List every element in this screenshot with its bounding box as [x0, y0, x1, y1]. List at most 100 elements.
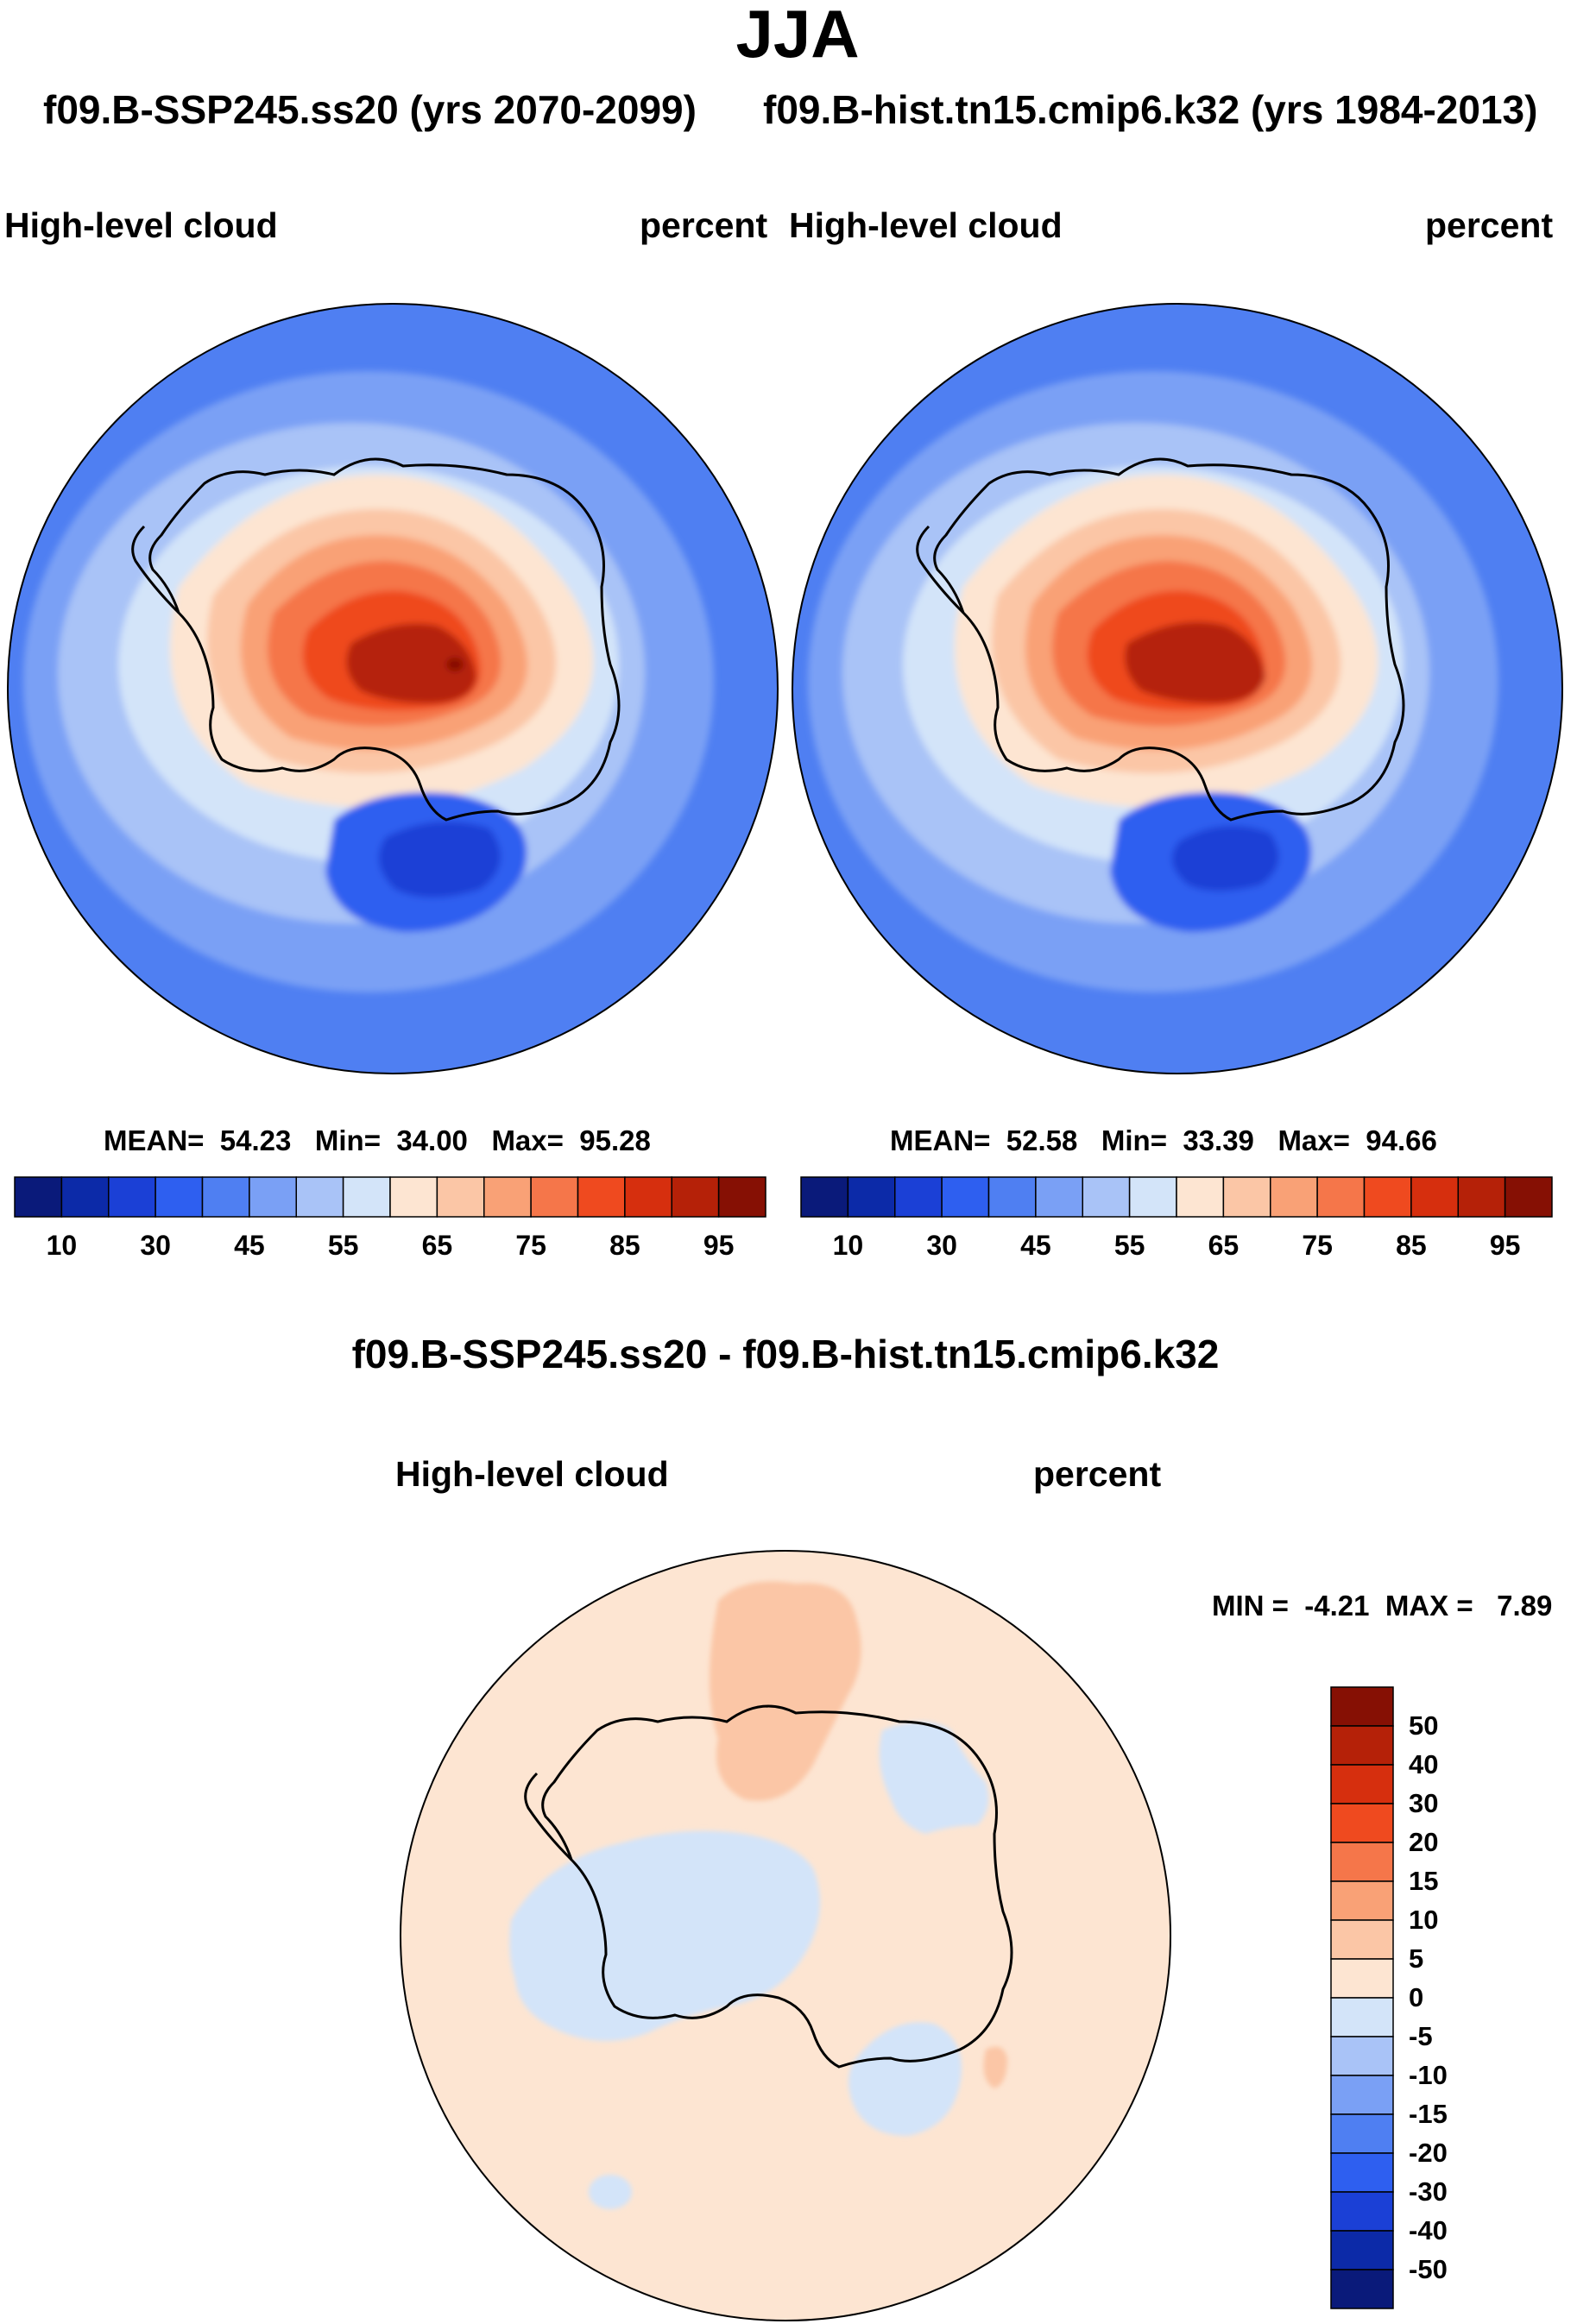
- colorbar-tick-label: 10: [46, 1230, 78, 1261]
- panel2-mean-value: 52.58: [1006, 1124, 1078, 1156]
- colorbar-tick-label: 75: [515, 1230, 546, 1261]
- colorbar-swatch: [1330, 1725, 1394, 1766]
- colorbar-swatch: [987, 1176, 1037, 1218]
- diff-min-label: MIN =: [1212, 1590, 1289, 1622]
- diff-negative-region-east: [879, 1722, 989, 1834]
- colorbar-swatch: [1504, 1176, 1553, 1218]
- colorbar-swatch: [1330, 2269, 1394, 2309]
- colorbar-tick-label: 15: [1409, 1866, 1439, 1896]
- colorbar-tick-label: -20: [1409, 2138, 1448, 2168]
- colorbar-swatch: [1330, 2036, 1394, 2076]
- colorbar-swatch: [108, 1176, 156, 1218]
- colorbar-tick-label: 30: [1409, 1788, 1439, 1818]
- panel1-min-label: Min=: [314, 1124, 381, 1156]
- colorbar-tick-label: -5: [1409, 2021, 1433, 2051]
- colorbar-swatch: [941, 1176, 990, 1218]
- colorbar-swatch: [1363, 1176, 1412, 1218]
- main-title: JJA: [735, 0, 860, 72]
- antarctica-coastline: [541, 1704, 1013, 2069]
- colorbar-swatch: [1176, 1176, 1225, 1218]
- colorbar-swatch: [1330, 1764, 1394, 1804]
- colorbar-tick-label: 45: [234, 1230, 265, 1261]
- colorbar-swatch: [894, 1176, 943, 1218]
- diff-units-label: percent: [1033, 1454, 1162, 1494]
- colorbar-tick-label: 55: [327, 1230, 359, 1261]
- colorbar-diff: [1330, 1686, 1394, 2309]
- colorbar-swatch: [1330, 2113, 1394, 2154]
- panel2-variable-label: High-level cloud: [789, 205, 1063, 245]
- panel2-min-value: 33.39: [1183, 1124, 1254, 1156]
- colorbar-tick-label: 65: [421, 1230, 453, 1261]
- colorbar-tick-label: 45: [1020, 1230, 1051, 1261]
- colorbar-tick-label: -15: [1409, 2099, 1448, 2129]
- colorbar-swatch: [1330, 1686, 1394, 1727]
- colorbar-swatch: [717, 1176, 766, 1218]
- colorbar-swatch: [1457, 1176, 1506, 1218]
- colorbar-tick-label: 30: [926, 1230, 957, 1261]
- colorbar-swatch: [1330, 1803, 1394, 1843]
- panel1-mean-value: 54.23: [219, 1124, 292, 1156]
- panel1-stats: MEAN= 54.23 Min= 34.00 Max= 95.28: [104, 1124, 651, 1157]
- low-cloud-ross-sea-core: [1172, 826, 1279, 891]
- diff-negative-region-small: [589, 2175, 632, 2209]
- panel2-max-label: Max=: [1277, 1124, 1350, 1156]
- panel1-min-value: 34.00: [396, 1124, 468, 1156]
- antarctica-coastline: [148, 457, 621, 822]
- diff-negative-region-south: [848, 2022, 962, 2136]
- colorbar-tick-label: 10: [1409, 1905, 1439, 1935]
- antarctic-peninsula: [131, 525, 180, 614]
- diff-positive-region-small: [983, 2046, 1007, 2088]
- colorbar-swatch: [1330, 2230, 1394, 2270]
- panel2-units-label: percent: [1425, 205, 1554, 245]
- colorbar-swatch: [483, 1176, 532, 1218]
- colorbar-panel1: [14, 1176, 766, 1218]
- panel1-max-label: Max=: [491, 1124, 564, 1156]
- map-border: [7, 303, 779, 1074]
- colorbar-tick-label: 10: [832, 1230, 864, 1261]
- colorbar-tick-label: 85: [1396, 1230, 1427, 1261]
- panel2-mean-label: MEAN=: [890, 1124, 991, 1156]
- map-diff: [400, 1550, 1171, 2321]
- colorbar-swatch: [1330, 1997, 1394, 2037]
- colorbar-tick-label: 30: [140, 1230, 171, 1261]
- panel1-units-label: percent: [640, 205, 768, 245]
- colorbar-tick-label: 95: [1489, 1230, 1521, 1261]
- colorbar-tick-label: 0: [1409, 1982, 1424, 2012]
- antarctic-peninsula: [524, 1772, 573, 1861]
- colorbar-tick-label: 50: [1409, 1710, 1439, 1741]
- colorbar-swatch: [1270, 1176, 1318, 1218]
- diff-variable-label: High-level cloud: [395, 1454, 669, 1494]
- panel2-stats: MEAN= 52.58 Min= 33.39 Max= 94.66: [890, 1124, 1437, 1157]
- antarctica-coastline: [933, 457, 1405, 822]
- colorbar-tick-label: 65: [1208, 1230, 1240, 1261]
- colorbar-swatch: [1128, 1176, 1177, 1218]
- panel1-max-value: 95.28: [579, 1124, 651, 1156]
- panel2-min-label: Min=: [1101, 1124, 1167, 1156]
- colorbar-swatch: [1330, 2152, 1394, 2193]
- colorbar-tick-label: 20: [1409, 1827, 1439, 1857]
- colorbar-swatch: [295, 1176, 344, 1218]
- low-cloud-ross-sea-core: [379, 822, 501, 897]
- colorbar-swatch: [1330, 2191, 1394, 2232]
- colorbar-swatch: [671, 1176, 720, 1218]
- cloud-band-90: [346, 623, 476, 703]
- colorbar-swatch: [1330, 1880, 1394, 1921]
- colorbar-tick-label: 85: [609, 1230, 640, 1261]
- colorbar-swatch: [14, 1176, 63, 1218]
- map-border: [400, 1550, 1171, 2321]
- cloud-band-90: [1125, 621, 1265, 703]
- panel1-mean-label: MEAN=: [104, 1124, 205, 1156]
- antarctic-peninsula: [916, 525, 965, 614]
- colorbar-swatch: [1222, 1176, 1271, 1218]
- colorbar-tick-label: 5: [1409, 1943, 1424, 1974]
- diff-title: f09.B-SSP245.ss20 - f09.B-hist.tn15.cmip…: [351, 1332, 1220, 1376]
- colorbar-tick-label: -30: [1409, 2176, 1448, 2207]
- map-panel1: [7, 303, 779, 1074]
- colorbar-swatch: [1330, 1919, 1394, 1960]
- colorbar-swatch: [1082, 1176, 1131, 1218]
- colorbar-tick-label: 55: [1113, 1230, 1145, 1261]
- colorbar-swatch: [436, 1176, 485, 1218]
- cloud-band-95: [446, 658, 464, 671]
- panel2-max-value: 94.66: [1366, 1124, 1437, 1156]
- diff-negative-region-west: [509, 1830, 820, 2041]
